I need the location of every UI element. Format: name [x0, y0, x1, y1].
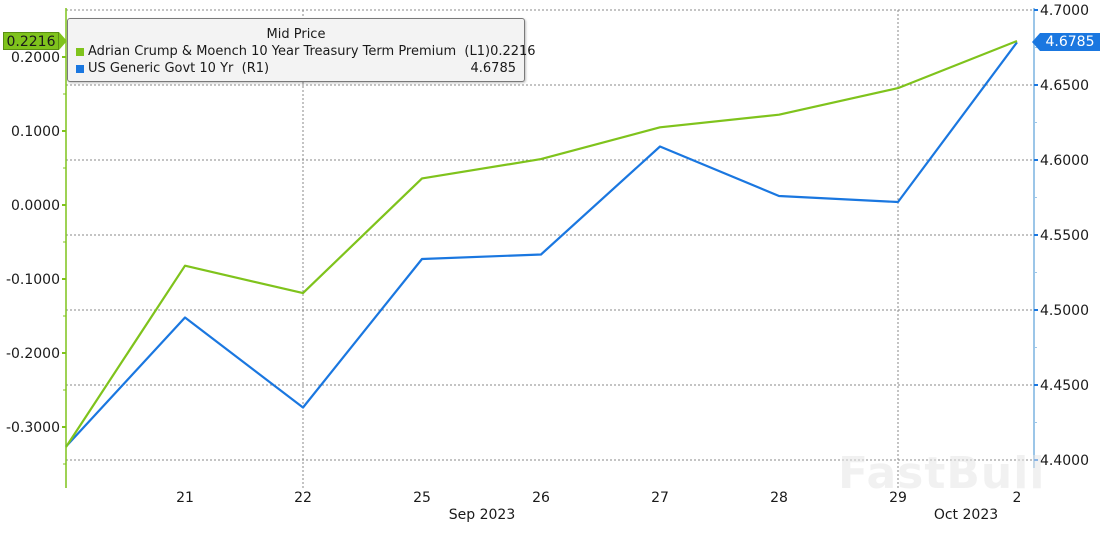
x-tick-label: 27 — [651, 490, 669, 506]
left-tick-label: 0.1000 — [11, 124, 60, 140]
x-month-label: Oct 2023 — [934, 507, 998, 523]
gridlines — [66, 9, 1034, 488]
green-swatch-icon — [76, 47, 84, 56]
left-tick-label: -0.3000 — [6, 420, 60, 436]
left-tick-label: 0.2000 — [11, 50, 60, 66]
legend-entry-us-10yr: US Generic Govt 10 Yr (R1) 4.6785 — [68, 60, 524, 77]
axes: 0.2000 0.1000 0.0000 -0.1000 -0.2000 -0.3000 4… — [6, 3, 1089, 488]
left-last-value-badge: 0.2216 — [3, 32, 67, 50]
right-last-value-badge: 4.6785 — [1032, 33, 1100, 51]
legend-name: US Generic Govt 10 Yr (R1) — [88, 61, 270, 76]
legend-box: Mid Price Adrian Crump & Moench 10 Year … — [67, 18, 536, 82]
blue-swatch-icon — [76, 64, 84, 73]
right-tick-label: 4.5500 — [1040, 228, 1089, 244]
x-tick-label: 2 — [1013, 490, 1022, 506]
x-tick-label: 25 — [413, 490, 431, 506]
series-us-10yr-line — [65, 41, 1018, 448]
right-tick-label: 4.4000 — [1040, 453, 1089, 469]
x-tick-label: 22 — [294, 490, 312, 506]
legend-title: Mid Price — [266, 27, 326, 42]
watermark: FastBull — [838, 448, 1046, 499]
x-tick-label: 21 — [176, 490, 194, 506]
x-axis-labels: 21 22 25 26 27 28 29 2 Sep 2023 Oct 2023 — [176, 490, 1021, 523]
legend-name: Adrian Crump & Moench 10 Year Treasury T… — [88, 44, 491, 59]
legend-entry-term-premium: Adrian Crump & Moench 10 Year Treasury T… — [68, 43, 536, 60]
legend-value: 4.6785 — [470, 61, 517, 76]
left-tick-label: -0.2000 — [6, 346, 60, 362]
right-tick-label: 4.4500 — [1040, 378, 1089, 394]
left-tick-label: 0.0000 — [11, 198, 60, 214]
series-lines — [65, 39, 1018, 448]
x-tick-label: 26 — [532, 490, 550, 506]
right-tick-label: 4.6500 — [1040, 78, 1089, 94]
right-tick-label: 4.5000 — [1040, 303, 1089, 319]
right-tick-label: 4.6000 — [1040, 153, 1089, 169]
x-month-label: Sep 2023 — [449, 507, 515, 523]
legend-value: 0.2216 — [490, 44, 536, 59]
series-term-premium-line — [65, 39, 1018, 448]
right-tick-label: 4.7000 — [1040, 3, 1089, 19]
left-tick-label: -0.1000 — [6, 272, 60, 288]
x-tick-label: 28 — [770, 490, 788, 506]
x-tick-label: 29 — [889, 490, 907, 506]
